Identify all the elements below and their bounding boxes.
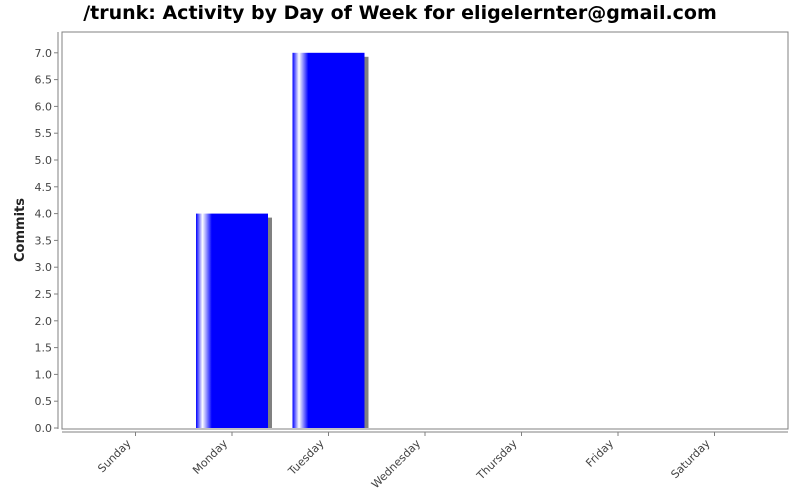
x-axis: Sunday Monday Tuesday Wednesday Thursday Frid…	[62, 431, 788, 492]
y-tick-label: 7.0	[35, 47, 53, 60]
x-tick-label: Saturday	[668, 437, 713, 482]
y-tick-label: 3.0	[35, 261, 53, 274]
x-tick-label: Thursday	[474, 437, 520, 483]
y-tick-label: 4.5	[35, 181, 53, 194]
y-tick-label: 4.0	[35, 208, 53, 221]
y-tick-label: 2.0	[35, 315, 53, 328]
y-tick-label: 2.5	[35, 288, 53, 301]
x-tick-label: Wednesday	[369, 437, 424, 492]
bars-group	[196, 52, 369, 429]
y-tick-label: 6.0	[35, 100, 53, 113]
y-tick-label: 5.0	[35, 154, 53, 167]
bar-monday	[196, 213, 268, 428]
y-axis: 0.0 0.5 1.0 1.5 2.0 2.5 3.0 3.5 4.0 4.5 5.0 5.5 6.0 6…	[35, 32, 59, 435]
x-tick-label: Sunday	[95, 437, 134, 476]
y-tick-label: 6.5	[35, 74, 53, 87]
x-tick-label: Tuesday	[285, 437, 327, 479]
y-tick-label: 1.5	[35, 342, 53, 355]
x-tick-label: Monday	[190, 437, 230, 477]
y-tick-label: 0.5	[35, 395, 53, 408]
y-tick-label: 5.5	[35, 127, 53, 140]
plot-area	[61, 31, 789, 430]
bar-tuesday	[292, 52, 365, 429]
y-tick-label: 0.0	[35, 422, 53, 435]
y-tick-label: 3.5	[35, 234, 53, 247]
y-axis-title: Commits	[13, 198, 28, 262]
x-tick-label: Friday	[583, 437, 616, 470]
chart-title: /trunk: Activity by Day of Week for elig…	[83, 2, 717, 24]
y-tick-label: 1.0	[35, 368, 53, 381]
